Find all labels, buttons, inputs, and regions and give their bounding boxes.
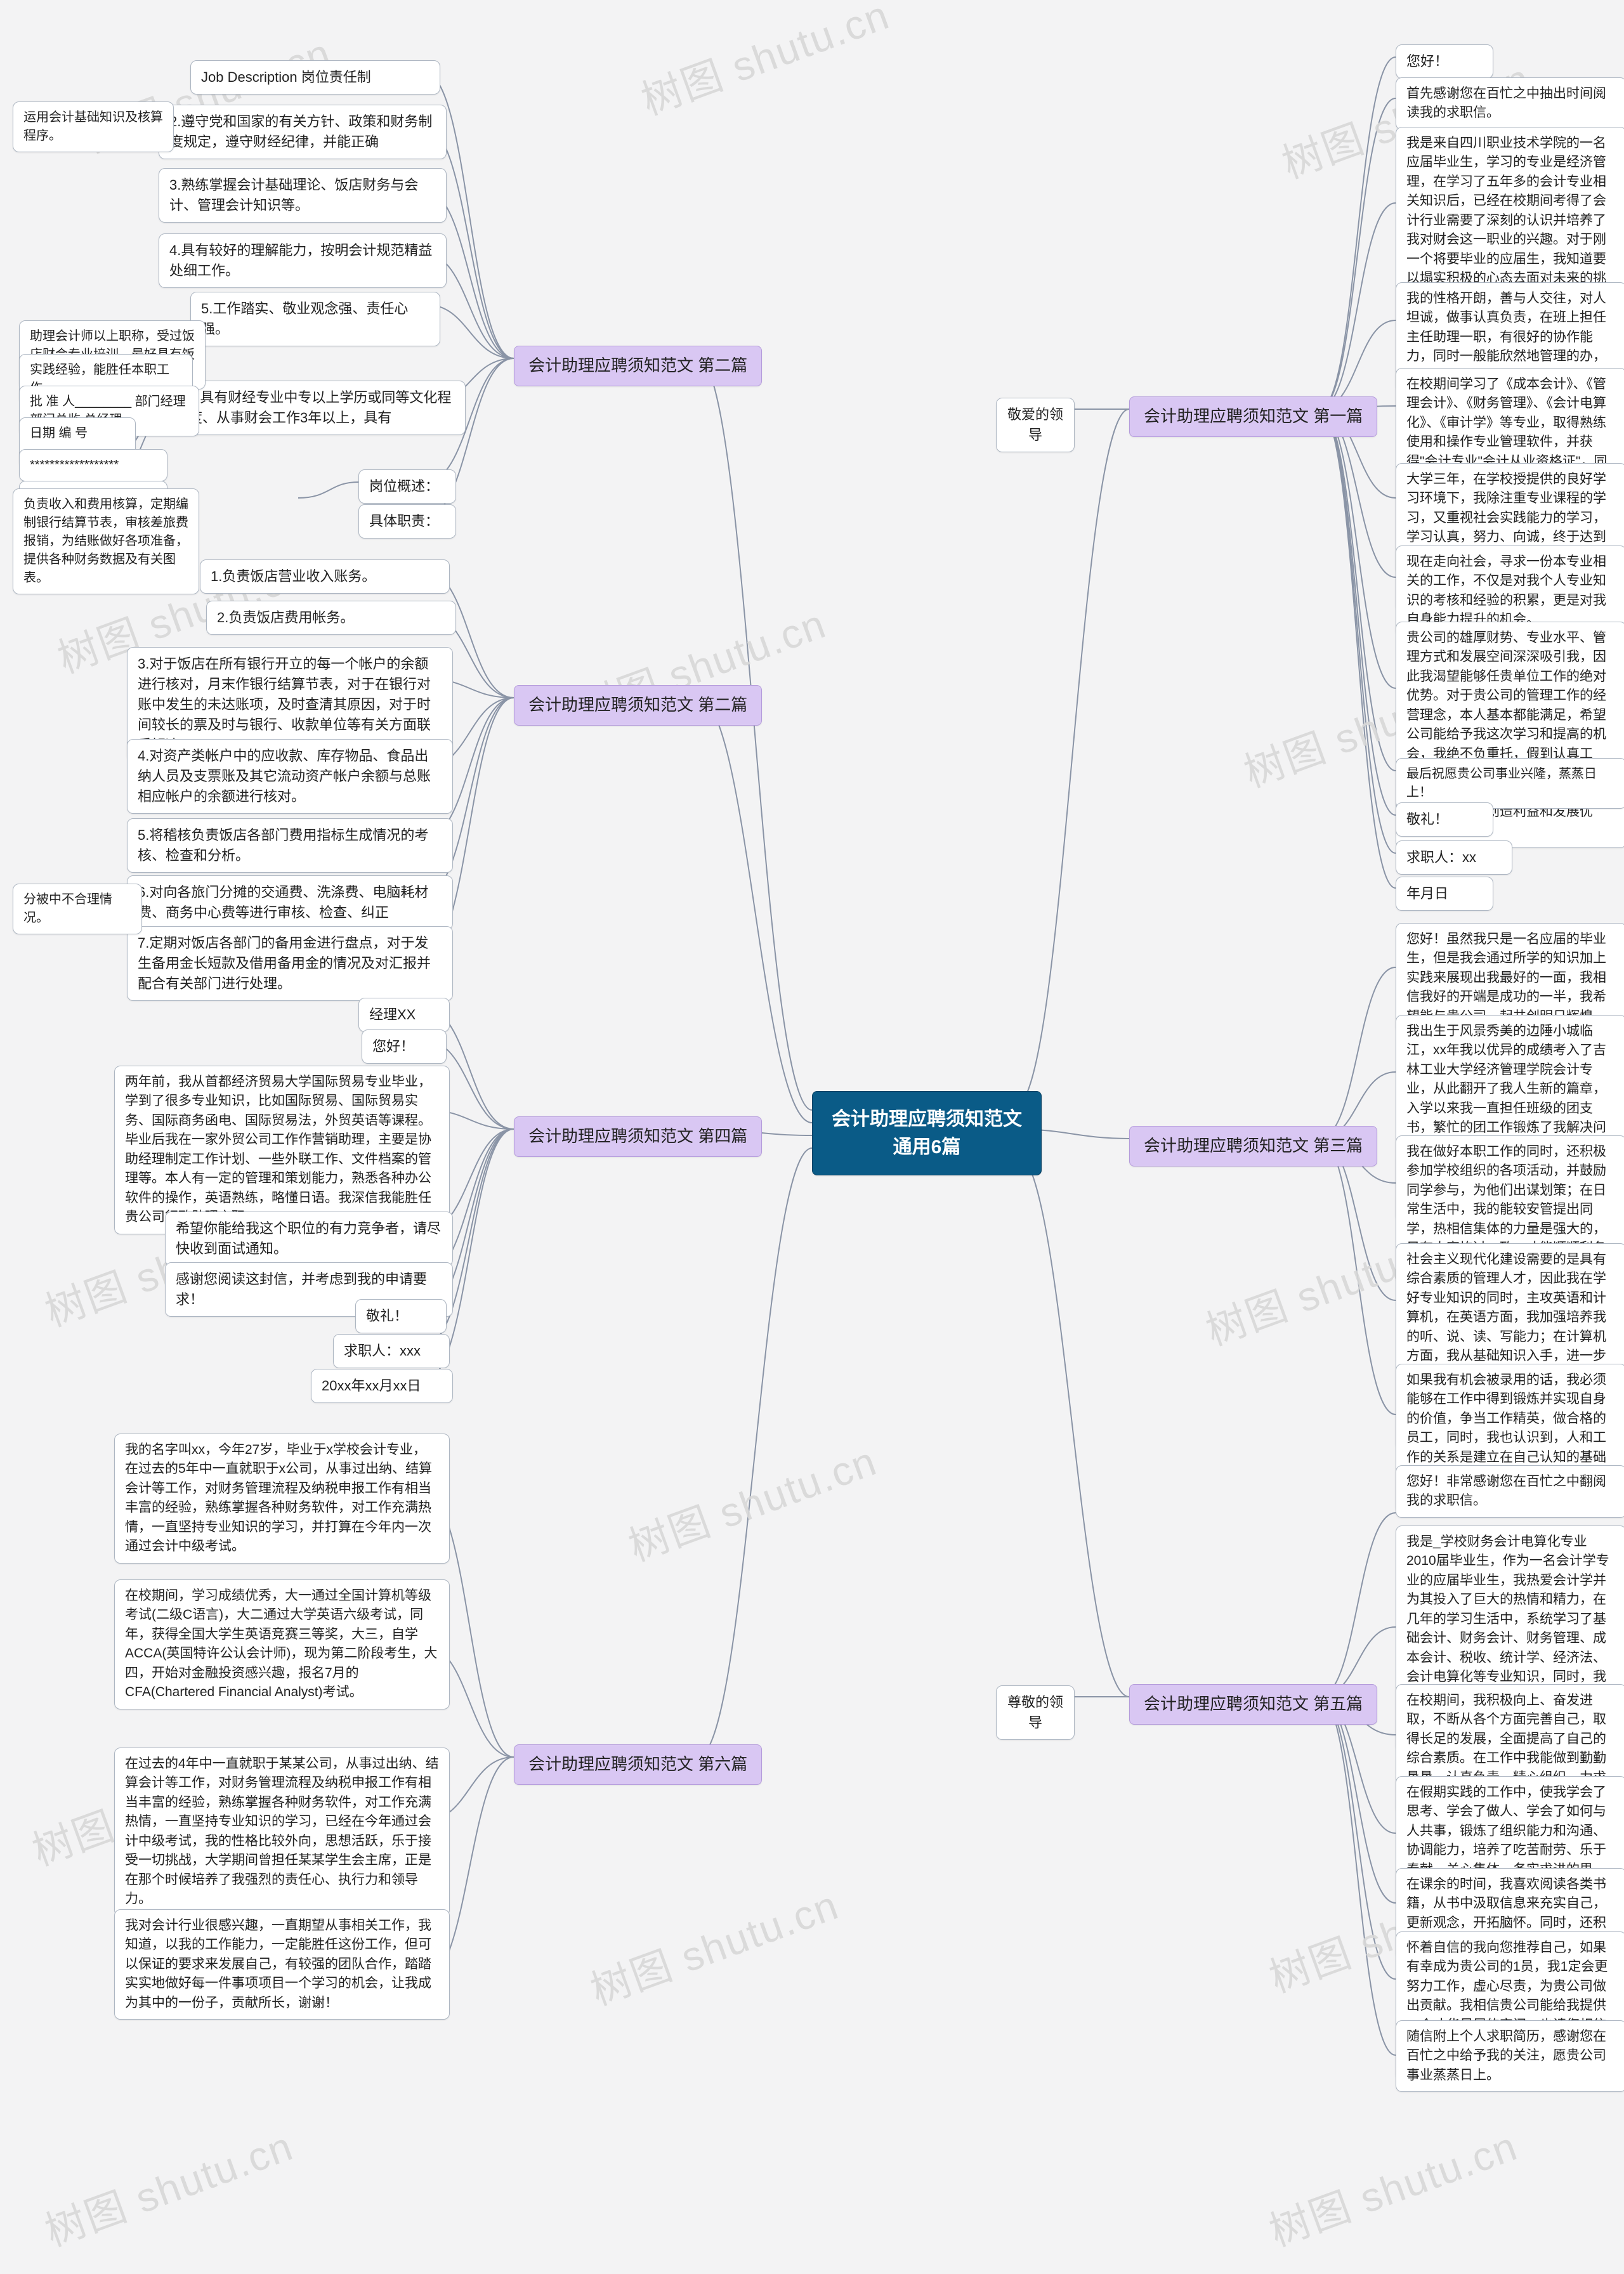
leaf: 希望你能给我这个职位的有力竞争者，请尽快收到面试通知。 [165,1212,453,1266]
leaf: 两年前，我从首都经济贸易大学国际贸易专业毕业，学到了很多专业知识，比如国际贸易、… [114,1066,450,1234]
leaf: 您好！ [1396,44,1493,79]
leaf: 4.对资产类帐户中的应收款、库存物品、食品出纳人员及支票账及其它流动资产帐户余额… [127,739,453,814]
section-2b-header[interactable]: 会计助理应聘须知范文 第二篇 [514,685,762,726]
leaf: 6.具有财经专业中专以上学历或同等文化程度、从事财会工作3年以上，具有 [178,381,466,435]
leaf: 在校期间，学习成绩优秀，大一通过全国计算机等级考试(二级C语言)，大二通过大学英… [114,1579,450,1709]
leaf: 我的名字叫xx，今年27岁，毕业于x学校会计专业，在过去的5年中一直就职于x公司… [114,1434,450,1564]
leaf: 7.定期对饭店各部门的备用金进行盘点，对于发生备用金长短款及借用备用金的情况及对… [127,926,453,1001]
leaf: 运用会计基础知识及核算程序。 [13,101,174,152]
leaf: 敬礼！ [355,1299,447,1333]
leaf: 我对会计行业很感兴趣，一直期望从事相关工作，我知道，以我的工作能力，一定能胜任这… [114,1909,450,2020]
leaf: 您好！非常感谢您在百忙之中翻阅我的求职信。 [1396,1465,1624,1518]
leaf: 经理XX [358,998,450,1032]
leaf: Job Description 岗位责任制 [190,60,440,95]
section-4-header[interactable]: 会计助理应聘须知范文 第四篇 [514,1116,762,1157]
leaf: 求职人：xx [1396,840,1512,875]
leaf: 求职人：xxx [333,1334,450,1368]
leaf: 在过去的4年中一直就职于某某公司，从事过出纳、结算会计等工作，对财务管理流程及纳… [114,1748,450,1916]
leaf: 岗位概述： [358,469,456,504]
leaf: 6.对向各旅门分摊的交通费、洗涤费、电脑耗材费、商务中心费等进行审核、检查、纠正 [127,875,453,930]
leaf: 5.工作踏实、敬业观念强、责任心强。 [190,292,440,346]
section-1-header[interactable]: 会计助理应聘须知范文 第一篇 [1129,396,1377,437]
leaf: ****************** [19,449,167,481]
leaf: 年月日 [1396,877,1493,911]
leaf: 4.具有较好的理解能力，按明会计规范精益处细工作。 [159,233,447,288]
section-5-header[interactable]: 会计助理应聘须知范文 第五篇 [1129,1684,1377,1725]
leaf: 5.将稽核负责饭店各部门费用指标生成情况的考核、检查和分析。 [127,818,453,873]
section-2-header[interactable]: 会计助理应聘须知范文 第二篇 [514,346,762,386]
leaf: 最后祝愿贵公司事业兴隆，蒸蒸日上！ [1396,758,1624,809]
section-3-header[interactable]: 会计助理应聘须知范文 第三篇 [1129,1126,1377,1166]
leaf: 分被中不合理情况。 [13,884,142,934]
root-node[interactable]: 会计助理应聘须知范文通用6篇 [812,1091,1042,1175]
leaf: 您好！ [362,1029,447,1064]
leaf: 具体职责： [358,504,456,539]
leaf: 20xx年xx月xx日 [311,1369,453,1403]
leaf: 2.遵守党和国家的有关方针、政策和财务制度规定，遵守财经纪律，并能正确 [159,105,447,159]
leaf: 3.熟练掌握会计基础理论、饭店财务与会计、管理会计知识等。 [159,168,447,223]
leaf-label: 尊敬的领导 [996,1685,1075,1740]
leaf: 敬礼！ [1396,802,1493,837]
leaf: 随信附上个人求职简历，感谢您在百忙之中给予我的关注，愿贵公司事业蒸蒸日上。 [1396,2020,1624,2092]
leaf: 首先感谢您在百忙之中抽出时间阅读我的求职信。 [1396,77,1624,130]
leaf-label: 敬爱的领导 [996,398,1075,452]
section-6-header[interactable]: 会计助理应聘须知范文 第六篇 [514,1744,762,1785]
mindmap-canvas: 树图 shutu.cn 树图 shutu.cn 树图 shutu.cn 树图 s… [0,0,1624,2274]
leaf: 2.负责饭店费用帐务。 [206,601,456,635]
leaf: 负责收入和费用核算，定期编制银行结算节表，审核差旅费报销，为结账做好各项准备，提… [13,488,199,594]
leaf: 1.负责饭店营业收入账务。 [200,559,450,594]
